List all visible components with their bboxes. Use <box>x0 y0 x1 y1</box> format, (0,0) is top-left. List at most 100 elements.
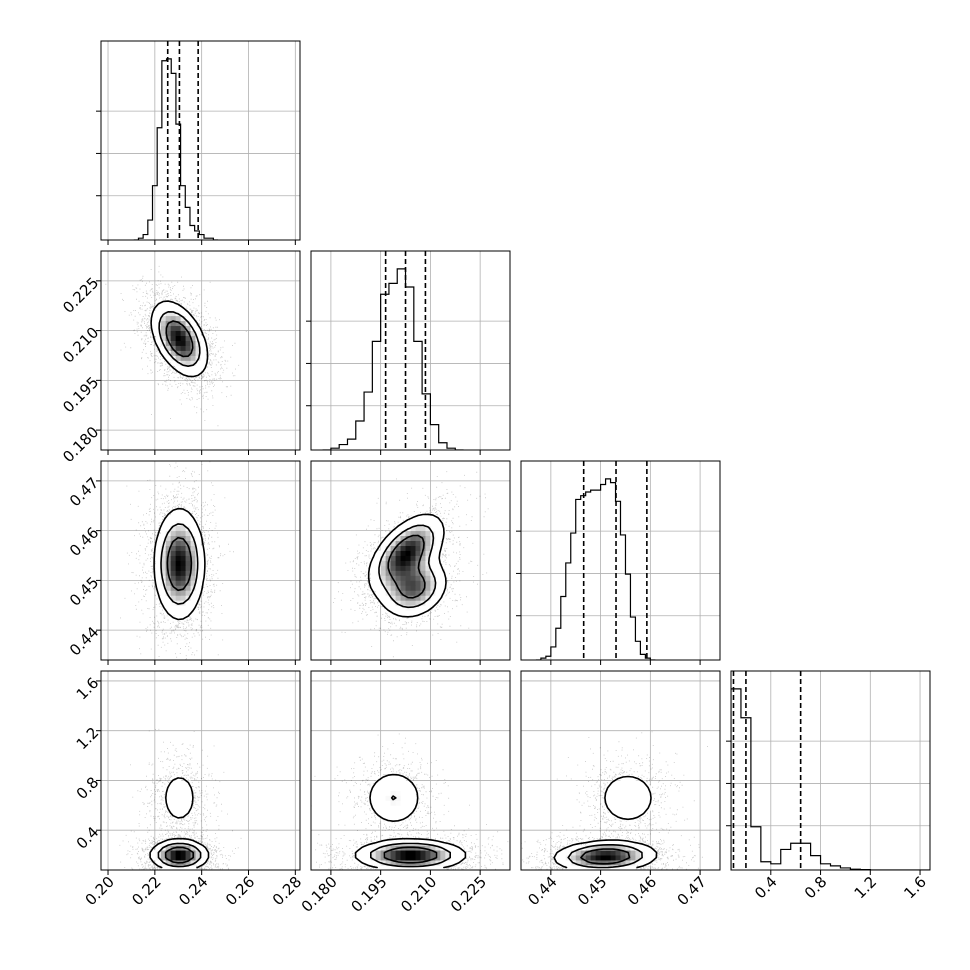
density-cell <box>610 805 616 811</box>
density-cell <box>190 335 196 341</box>
density-cell <box>170 785 177 791</box>
density-cell <box>375 810 382 816</box>
density-cell <box>600 860 606 866</box>
density-cell <box>620 860 626 866</box>
density-cell <box>630 865 636 870</box>
density-cell <box>400 545 406 551</box>
density-cell <box>410 590 416 596</box>
x-tick-label: 0.26 <box>222 873 258 909</box>
density-cell <box>615 810 621 816</box>
density-cell <box>555 855 562 861</box>
density-cell <box>185 355 191 361</box>
density-cell <box>380 565 387 571</box>
density-cell <box>440 860 446 866</box>
density-cell <box>385 810 392 816</box>
density-contour <box>580 848 631 865</box>
density-cell <box>200 340 206 346</box>
density-cell <box>385 795 392 801</box>
density-cell <box>620 850 626 856</box>
density-cell <box>165 795 172 801</box>
density-cell <box>375 805 382 811</box>
joint-panel-2-3 <box>520 670 721 875</box>
density-cell <box>400 780 406 786</box>
density-cell <box>155 570 162 576</box>
density-cell <box>610 850 616 856</box>
density-cell <box>385 600 392 606</box>
density-cell <box>635 795 641 801</box>
density-cell <box>175 575 182 581</box>
density-cell <box>380 780 387 786</box>
density-cell <box>155 340 162 346</box>
density-cell <box>160 590 167 596</box>
density-cell <box>165 305 172 312</box>
density-cell <box>380 845 387 851</box>
density-cell <box>395 785 401 791</box>
density-cell <box>450 855 456 861</box>
density-cell <box>170 575 177 581</box>
density-cell <box>640 850 646 856</box>
density-cell <box>430 865 436 870</box>
density-cell <box>630 795 636 801</box>
density-cell <box>370 570 377 576</box>
density-cell <box>580 860 587 866</box>
density-cell <box>190 845 196 851</box>
density-cell <box>155 315 162 322</box>
density-cell <box>440 575 446 581</box>
density-cell <box>160 300 167 307</box>
density-cell <box>160 345 167 351</box>
density-cell <box>195 585 201 591</box>
density-contour <box>567 844 643 869</box>
density-cell <box>400 605 406 611</box>
density-cell <box>370 850 377 856</box>
density-contour <box>354 773 467 869</box>
density-cell <box>630 785 636 791</box>
density-cell <box>175 590 182 596</box>
density-cell <box>185 865 191 870</box>
density-cell <box>175 800 182 806</box>
density-cell <box>165 315 172 322</box>
density-cell <box>195 540 201 546</box>
density-cell <box>185 510 191 517</box>
density-cell <box>410 800 416 806</box>
density-cell <box>175 605 182 611</box>
density-cell <box>390 570 396 576</box>
density-cell <box>180 325 186 332</box>
density-cell <box>400 575 406 581</box>
density-cell <box>390 780 396 786</box>
density-cell <box>185 805 191 811</box>
density-cell <box>605 795 611 801</box>
density-cell <box>630 805 636 811</box>
density-cell <box>640 785 646 791</box>
density-cell <box>190 540 196 546</box>
joint-panel-content <box>101 671 300 870</box>
density-cell <box>380 795 387 801</box>
density-cell <box>565 845 572 851</box>
density-cell <box>170 580 177 586</box>
density-cell <box>420 860 426 866</box>
density-cell <box>150 310 157 317</box>
density-cell <box>395 535 401 542</box>
density-cell <box>175 615 182 621</box>
density-cell <box>390 605 396 611</box>
density-cell <box>620 840 626 846</box>
panel-frame <box>100 460 301 661</box>
histogram-panel-1 <box>306 250 511 455</box>
density-cell <box>385 550 392 556</box>
density-cell <box>620 855 626 861</box>
density-cell <box>165 865 172 870</box>
density-cell <box>395 590 401 596</box>
density-cell <box>185 345 191 351</box>
density-cell <box>180 545 186 551</box>
density-cell <box>180 525 186 532</box>
density-cell <box>435 865 441 870</box>
density-cell <box>630 850 636 856</box>
density-cell <box>175 585 182 591</box>
density-cell <box>645 795 651 801</box>
density-cell <box>585 845 592 851</box>
density-cell <box>385 570 392 576</box>
x-tick-label: 0.195 <box>347 873 390 916</box>
density-cell <box>180 335 186 341</box>
density-cell <box>635 785 641 791</box>
density-cell <box>385 595 392 601</box>
density-cell <box>180 560 186 566</box>
